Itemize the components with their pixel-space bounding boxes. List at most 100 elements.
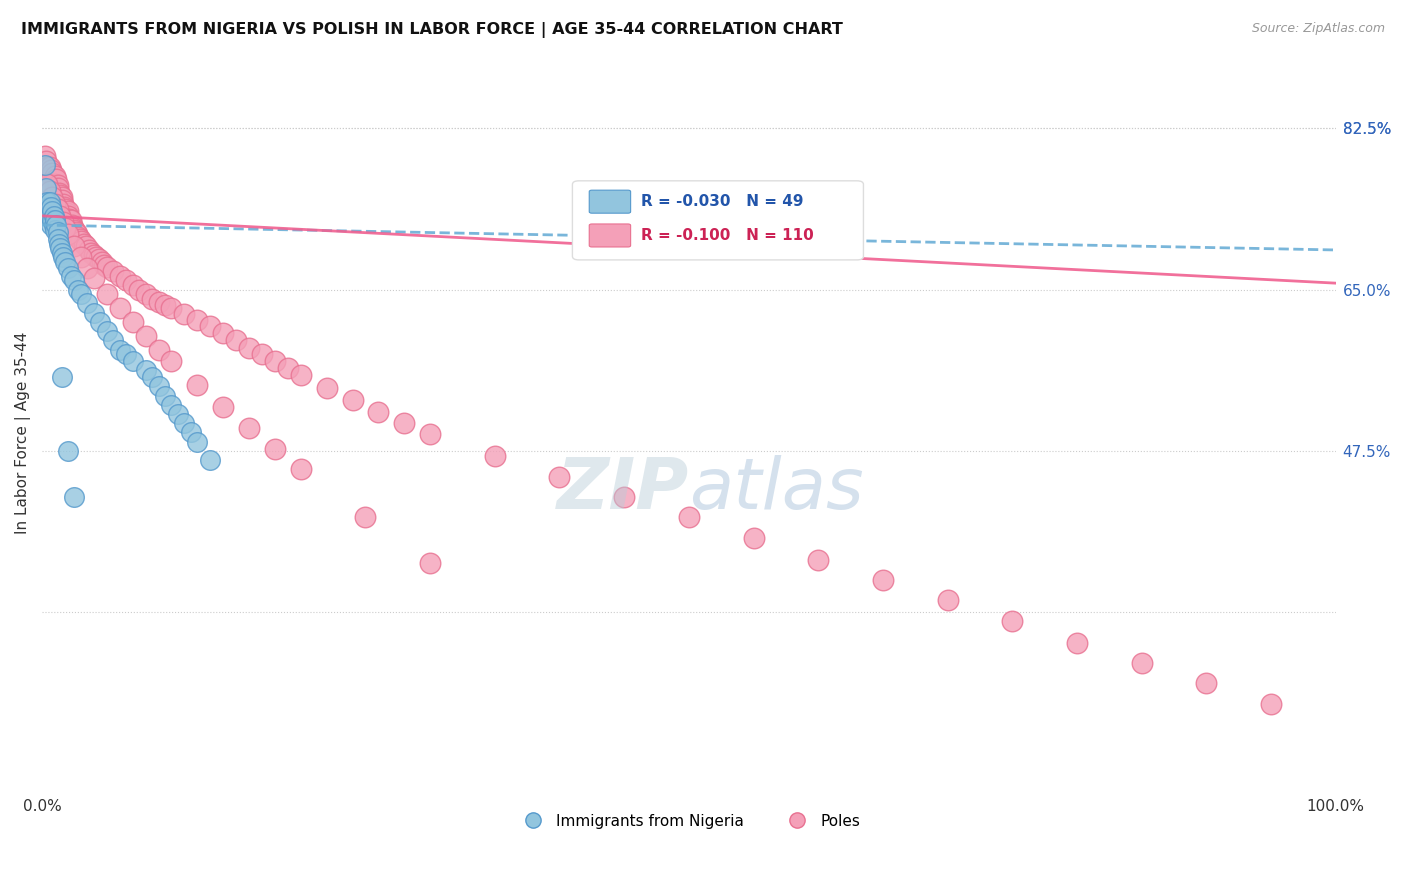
Point	[89, 315, 111, 329]
Point	[1260, 698, 1282, 712]
Point	[121, 353, 143, 368]
Point	[115, 347, 138, 361]
Point	[173, 416, 195, 430]
Point	[108, 268, 131, 283]
FancyBboxPatch shape	[589, 224, 631, 247]
Point	[200, 453, 222, 467]
Point	[44, 213, 66, 227]
Point	[52, 215, 75, 229]
Text: ZIP: ZIP	[557, 456, 689, 524]
Point	[277, 360, 299, 375]
Point	[75, 239, 97, 253]
Point	[173, 308, 195, 322]
Point	[264, 442, 287, 456]
Point	[52, 197, 75, 211]
Point	[83, 270, 105, 285]
Point	[153, 298, 176, 312]
Point	[48, 186, 70, 200]
Point	[44, 222, 66, 236]
Point	[55, 202, 77, 217]
Point	[419, 557, 441, 571]
Point	[96, 260, 118, 274]
Point	[96, 287, 118, 301]
Point	[87, 252, 110, 267]
Point	[1195, 676, 1218, 690]
Point	[121, 277, 143, 292]
Point	[264, 353, 287, 368]
Point	[37, 160, 59, 174]
Point	[148, 343, 170, 357]
Point	[69, 232, 91, 246]
Point	[38, 200, 60, 214]
Point	[66, 227, 89, 242]
Point	[148, 379, 170, 393]
Point	[83, 305, 105, 319]
Point	[77, 243, 100, 257]
Point	[212, 400, 235, 414]
Point	[41, 204, 63, 219]
Point	[44, 197, 66, 211]
Point	[394, 416, 416, 430]
Point	[186, 313, 208, 327]
Legend: Immigrants from Nigeria, Poles: Immigrants from Nigeria, Poles	[512, 807, 866, 835]
Point	[225, 333, 247, 347]
Point	[160, 398, 183, 412]
Point	[67, 283, 90, 297]
Point	[160, 353, 183, 368]
Point	[103, 264, 125, 278]
Point	[70, 234, 93, 248]
Point	[548, 469, 571, 483]
Point	[45, 218, 67, 232]
Point	[37, 177, 59, 191]
Point	[59, 213, 82, 227]
Point	[936, 593, 959, 607]
Point	[49, 187, 72, 202]
Point	[742, 532, 765, 546]
Point	[46, 232, 69, 246]
Point	[70, 250, 93, 264]
Point	[56, 443, 79, 458]
Point	[38, 204, 60, 219]
Text: R = -0.030   N = 49: R = -0.030 N = 49	[641, 194, 803, 210]
Point	[63, 490, 86, 504]
Point	[41, 165, 63, 179]
Point	[135, 328, 157, 343]
Point	[51, 190, 73, 204]
Point	[342, 393, 364, 408]
Point	[34, 149, 56, 163]
Point	[39, 167, 62, 181]
Point	[367, 405, 389, 419]
Text: IMMIGRANTS FROM NIGERIA VS POLISH IN LABOR FORCE | AGE 35-44 CORRELATION CHART: IMMIGRANTS FROM NIGERIA VS POLISH IN LAB…	[21, 22, 844, 38]
Point	[38, 194, 60, 209]
Point	[39, 218, 62, 232]
Point	[80, 245, 103, 260]
Point	[354, 510, 377, 524]
Point	[250, 347, 273, 361]
Point	[56, 204, 79, 219]
Point	[121, 315, 143, 329]
Point	[484, 449, 506, 463]
Point	[72, 236, 94, 251]
Point	[90, 255, 112, 269]
Point	[148, 294, 170, 309]
Point	[41, 190, 63, 204]
Point	[67, 230, 90, 244]
Point	[46, 202, 69, 217]
Point	[135, 363, 157, 377]
Point	[39, 200, 62, 214]
Point	[70, 287, 93, 301]
Point	[315, 381, 337, 395]
Point	[290, 368, 312, 383]
Point	[53, 200, 76, 214]
Point	[1066, 635, 1088, 649]
Point	[96, 324, 118, 338]
Point	[60, 218, 83, 232]
Point	[46, 178, 69, 193]
Point	[419, 427, 441, 442]
Point	[63, 273, 86, 287]
Point	[46, 225, 69, 239]
Point	[212, 326, 235, 340]
Point	[56, 261, 79, 276]
FancyBboxPatch shape	[572, 181, 863, 260]
Point	[103, 333, 125, 347]
